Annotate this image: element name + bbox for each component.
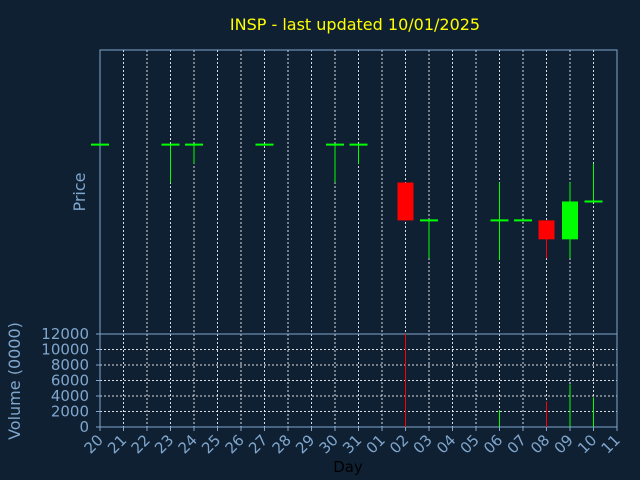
x-tick-label: 26 bbox=[222, 431, 248, 457]
x-tick-label: 09 bbox=[551, 431, 577, 457]
x-tick-label: 04 bbox=[433, 431, 459, 457]
price-axis-label: Price bbox=[70, 172, 89, 211]
x-tick-label: 10 bbox=[574, 431, 600, 457]
x-tick-label: 11 bbox=[598, 431, 624, 457]
x-tick-label: 22 bbox=[128, 431, 154, 457]
x-tick-label: 24 bbox=[175, 431, 201, 457]
volume-tick-label: 12000 bbox=[41, 325, 89, 343]
x-tick-label: 03 bbox=[410, 431, 436, 457]
x-axis-label: Day bbox=[333, 458, 363, 476]
volume-tick-label: 6000 bbox=[51, 372, 89, 390]
x-tick-label: 23 bbox=[151, 431, 177, 457]
x-tick-label: 07 bbox=[504, 431, 530, 457]
volume-axis-label: Volume (0000) bbox=[5, 322, 24, 440]
x-tick-label: 27 bbox=[245, 431, 271, 457]
x-tick-label: 08 bbox=[527, 431, 553, 457]
x-tick-label: 28 bbox=[269, 431, 295, 457]
candle-body bbox=[538, 220, 555, 240]
candle-body bbox=[397, 182, 414, 221]
x-tick-label: 06 bbox=[480, 431, 506, 457]
x-tick-label: 21 bbox=[104, 431, 130, 457]
x-tick-label: 02 bbox=[386, 431, 412, 457]
x-tick-label: 25 bbox=[198, 431, 224, 457]
x-tick-label: 29 bbox=[292, 431, 318, 457]
x-tick-label: 01 bbox=[363, 431, 389, 457]
x-tick-label: 31 bbox=[339, 431, 365, 457]
chart-title: INSP - last updated 10/01/2025 bbox=[230, 15, 480, 34]
volume-tick-label: 10000 bbox=[41, 341, 89, 359]
volume-tick-label: 0 bbox=[79, 418, 89, 436]
candle-body bbox=[562, 201, 578, 240]
x-tick-label: 30 bbox=[316, 431, 342, 457]
x-axis: 2021222324252627282930310102030405060708… bbox=[81, 427, 624, 457]
volume-tick-label: 4000 bbox=[51, 387, 89, 405]
price-panel bbox=[91, 49, 618, 335]
x-tick-label: 05 bbox=[457, 431, 483, 457]
volume-tick-label: 2000 bbox=[51, 403, 89, 421]
volume-tick-label: 8000 bbox=[51, 356, 89, 374]
